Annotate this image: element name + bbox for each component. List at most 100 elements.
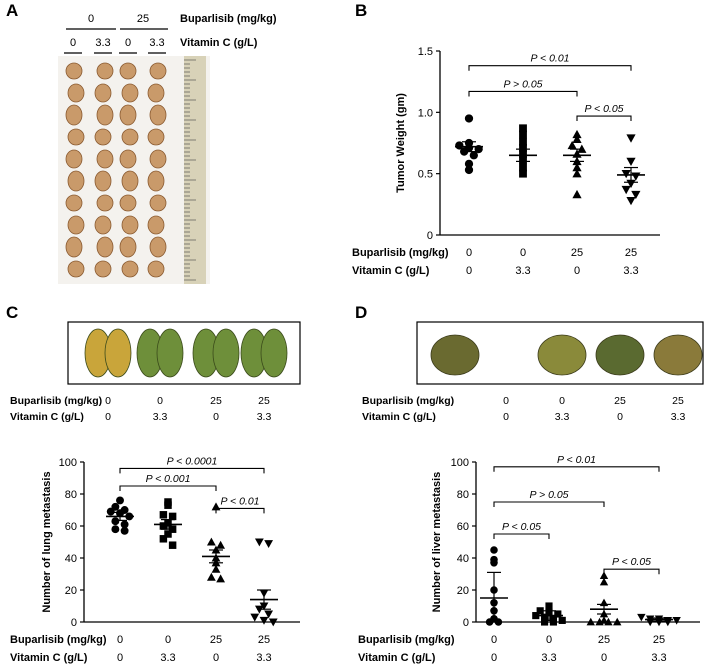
y-tick-label: 0	[71, 617, 77, 629]
c-photo-b3: 25	[210, 395, 222, 407]
ruler-ticks	[184, 59, 196, 281]
row-label-buparlisib: Buparlisib (mg/kg)	[10, 634, 107, 646]
data-point	[536, 607, 544, 615]
tumor-sample	[94, 260, 112, 278]
tumor-sample	[94, 128, 112, 146]
tumor-sample	[119, 104, 137, 126]
data-point	[519, 143, 527, 152]
p-value-label: P < 0.05	[502, 521, 541, 533]
d-photo-buparlisib-label: Buparlisib (mg/kg)	[362, 395, 454, 407]
lung-sample	[240, 328, 288, 378]
significance-bracket: P < 0.05	[493, 521, 550, 539]
y-tick-label: 40	[65, 553, 77, 565]
y-tick-label: 0	[463, 617, 469, 629]
data-point	[264, 610, 274, 619]
tumor-sample	[147, 83, 165, 103]
y-tick-label: 0	[427, 230, 433, 242]
data-point	[519, 163, 527, 172]
chart-d-liver-metastasis: 0 20 40 60 80 100 Number of liver metastasis 0 0…	[358, 454, 700, 664]
tumor-sample	[96, 104, 114, 126]
tumor-sample	[147, 215, 165, 235]
data-point	[254, 538, 264, 547]
y-axis-label: Number of lung metastasis	[41, 471, 53, 612]
d-photo-v1: 0	[503, 411, 509, 423]
y-axis-label: Number of liver metastasis	[431, 472, 443, 613]
liver-sample	[537, 334, 587, 376]
row-label-vitc: Vitamin C (g/L)	[352, 265, 430, 277]
a-vitc-2: 3.3	[95, 37, 110, 49]
data-point	[264, 540, 274, 548]
y-tick-label: 60	[457, 521, 469, 533]
x-label-vitc: 0	[491, 652, 497, 664]
x-label-vitc: 0	[213, 652, 219, 664]
x-label-vitc: 3.3	[541, 652, 556, 664]
y-tick-label: 20	[65, 585, 77, 597]
tumor-sample	[121, 215, 139, 235]
a-buparlisib-25: 25	[137, 13, 149, 25]
y-tick-label: 80	[457, 489, 469, 501]
data-point	[654, 618, 664, 627]
y-tick-label: 60	[65, 521, 77, 533]
series-group	[563, 129, 591, 199]
c-photo-v3: 0	[213, 411, 219, 423]
p-value-label: P < 0.01	[557, 454, 596, 466]
data-point	[111, 517, 120, 526]
data-point	[259, 616, 269, 625]
tumor-sample	[96, 149, 114, 169]
significance-bracket: P < 0.01	[493, 454, 660, 472]
a-vitc-3: 0	[125, 37, 131, 49]
p-value-label: P > 0.05	[503, 78, 542, 90]
tumor-sample	[147, 128, 165, 146]
tumor-sample	[94, 83, 112, 103]
chart-b-tumor-weight: 0 0.5 1.0 1.5 Tumor Weight (gm) 0 0 0 3.3 25 0 25 3.…	[352, 46, 660, 277]
data-point	[120, 526, 129, 535]
d-photo-v4: 3.3	[671, 411, 686, 423]
d-photo-v2: 3.3	[555, 411, 570, 423]
significance-bracket: P < 0.05	[576, 103, 632, 122]
significance-bracket: P < 0.01	[215, 495, 265, 514]
data-point	[464, 165, 474, 175]
x-label-vitc: 3.3	[651, 652, 666, 664]
tumor-sample	[65, 194, 83, 212]
x-label-buparlisib: 25	[653, 634, 665, 646]
tumor-sample	[96, 236, 114, 258]
tumor-sample	[149, 194, 167, 212]
x-label-vitc: 0	[601, 652, 607, 664]
x-label-vitc: 0	[574, 265, 580, 277]
tumor-sample	[96, 62, 114, 80]
p-value-label: P < 0.05	[612, 556, 651, 568]
panel-a-header: 0 25 Buparlisib (mg/kg) 0 3.3 0 3.3 Vita…	[64, 13, 277, 54]
panel-c-photo-labels: Buparlisib (mg/kg) Vitamin C (g/L) 0 0 2…	[10, 395, 271, 423]
x-label-vitc: 0	[466, 265, 472, 277]
p-value-label: P < 0.0001	[167, 455, 218, 467]
liver-sample	[430, 334, 480, 376]
tumor-sample	[94, 170, 112, 192]
panel-d-photo-labels: Buparlisib (mg/kg) Vitamin C (g/L) 0 0 2…	[362, 395, 685, 423]
x-label-vitc: 3.3	[256, 652, 271, 664]
data-point	[613, 617, 622, 626]
a-buparlisib-label: Buparlisib (mg/kg)	[180, 13, 277, 25]
y-tick-label: 0.5	[418, 169, 433, 181]
tumor-sample	[119, 194, 137, 212]
data-point	[599, 616, 609, 624]
a-vitc-4: 3.3	[149, 37, 164, 49]
y-tick-label: 100	[59, 457, 77, 469]
data-point	[567, 140, 577, 150]
panel-b-letter: B	[355, 1, 367, 20]
tumor-sample	[147, 170, 165, 192]
significance-bracket: P < 0.0001	[119, 455, 265, 474]
x-label-vitc: 0	[117, 652, 123, 664]
liver-sample	[653, 334, 703, 376]
data-point	[672, 617, 681, 625]
significance-bracket: P < 0.01	[468, 53, 632, 71]
x-label-buparlisib: 0	[546, 634, 552, 646]
tumor-sample	[67, 260, 85, 278]
series-group	[455, 114, 483, 175]
tumor-sample	[149, 104, 167, 126]
tumor-sample	[119, 149, 137, 169]
panel-a-tumor-photo	[58, 56, 210, 284]
data-point	[519, 137, 527, 146]
tumor-sample	[121, 128, 139, 146]
data-point	[545, 602, 553, 610]
